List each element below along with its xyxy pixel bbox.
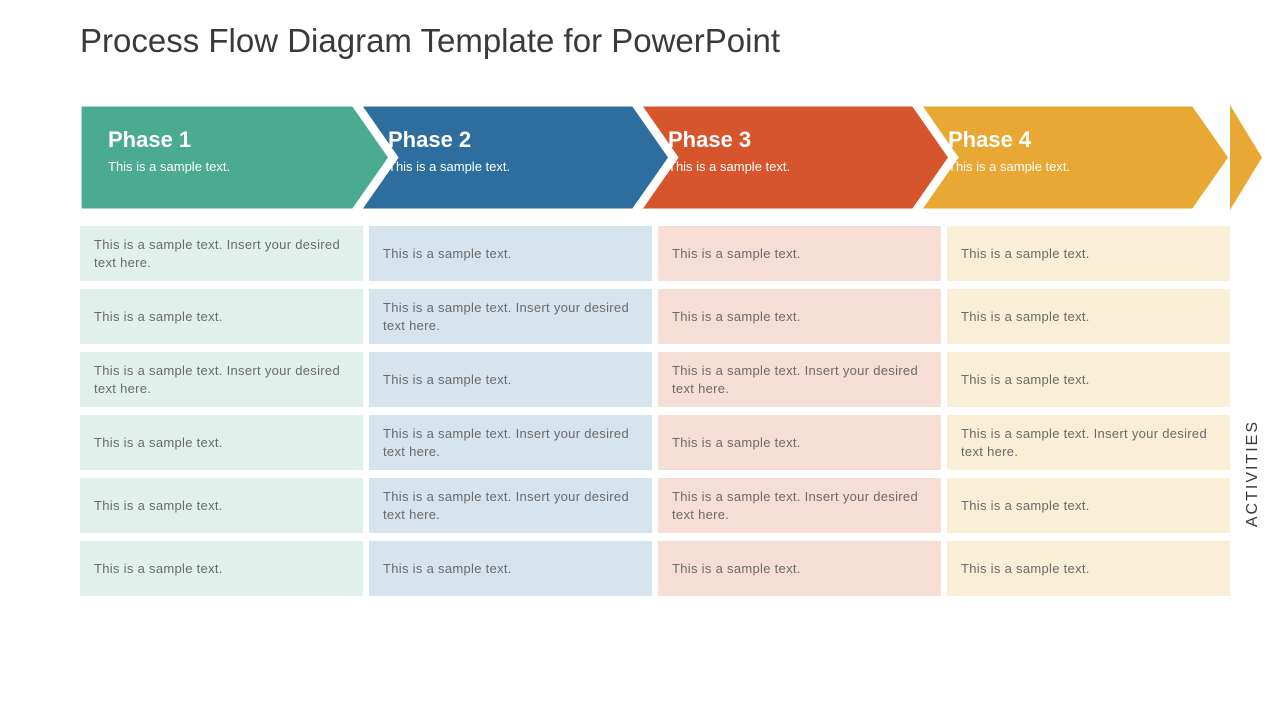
activities-side-label: ACTIVITIES bbox=[1244, 420, 1262, 527]
activity-cell: This is a sample text. Insert your desir… bbox=[80, 226, 363, 281]
phase-arrow-4: Phase 4 This is a sample text. bbox=[920, 105, 1230, 210]
activity-cell: This is a sample text. bbox=[658, 415, 941, 470]
activity-cell: This is a sample text. bbox=[369, 352, 652, 407]
page-title: Process Flow Diagram Template for PowerP… bbox=[80, 22, 780, 60]
activity-cell: This is a sample text. Insert your desir… bbox=[658, 478, 941, 533]
activity-cell: This is a sample text. bbox=[947, 226, 1230, 281]
activity-cell: This is a sample text. Insert your desir… bbox=[369, 415, 652, 470]
phase-arrow-3: Phase 3 This is a sample text. bbox=[640, 105, 950, 210]
phase-title: Phase 2 bbox=[388, 127, 510, 153]
activity-cell: This is a sample text. bbox=[658, 541, 941, 596]
activity-cell: This is a sample text. bbox=[947, 289, 1230, 344]
activity-cell: This is a sample text. Insert your desir… bbox=[369, 478, 652, 533]
activity-cell: This is a sample text. bbox=[658, 226, 941, 281]
phase-title: Phase 3 bbox=[668, 127, 790, 153]
phase-title: Phase 1 bbox=[108, 127, 230, 153]
phase-subtitle: This is a sample text. bbox=[948, 159, 1070, 174]
phase-arrow-1: Phase 1 This is a sample text. bbox=[80, 105, 390, 210]
activity-cell: This is a sample text. bbox=[947, 478, 1230, 533]
activity-column-2: This is a sample text. This is a sample t… bbox=[369, 226, 652, 596]
arrow-tail-icon bbox=[1230, 105, 1262, 210]
activity-cell: This is a sample text. bbox=[947, 352, 1230, 407]
activity-cell: This is a sample text. bbox=[947, 541, 1230, 596]
activity-cell: This is a sample text. bbox=[80, 415, 363, 470]
activity-cell: This is a sample text. Insert your desir… bbox=[369, 289, 652, 344]
activity-column-1: This is a sample text. Insert your desir… bbox=[80, 226, 363, 596]
diagram-container: Phase 1 This is a sample text. Phase 2 This… bbox=[80, 105, 1230, 596]
activity-cell: This is a sample text. bbox=[369, 226, 652, 281]
activities-grid: This is a sample text. Insert your desir… bbox=[80, 226, 1230, 596]
activity-cell: This is a sample text. Insert your desir… bbox=[658, 352, 941, 407]
activity-column-4: This is a sample text. This is a sample t… bbox=[947, 226, 1230, 596]
activity-cell: This is a sample text. Insert your desir… bbox=[947, 415, 1230, 470]
activity-cell: This is a sample text. bbox=[80, 541, 363, 596]
activity-column-3: This is a sample text. This is a sample t… bbox=[658, 226, 941, 596]
phase-subtitle: This is a sample text. bbox=[108, 159, 230, 174]
activity-cell: This is a sample text. Insert your desir… bbox=[80, 352, 363, 407]
phase-subtitle: This is a sample text. bbox=[668, 159, 790, 174]
phase-title: Phase 4 bbox=[948, 127, 1070, 153]
activity-cell: This is a sample text. bbox=[369, 541, 652, 596]
phase-subtitle: This is a sample text. bbox=[388, 159, 510, 174]
phase-arrows-row: Phase 1 This is a sample text. Phase 2 This… bbox=[80, 105, 1230, 210]
phase-arrow-2: Phase 2 This is a sample text. bbox=[360, 105, 670, 210]
activity-cell: This is a sample text. bbox=[80, 478, 363, 533]
activity-cell: This is a sample text. bbox=[80, 289, 363, 344]
activity-cell: This is a sample text. bbox=[658, 289, 941, 344]
